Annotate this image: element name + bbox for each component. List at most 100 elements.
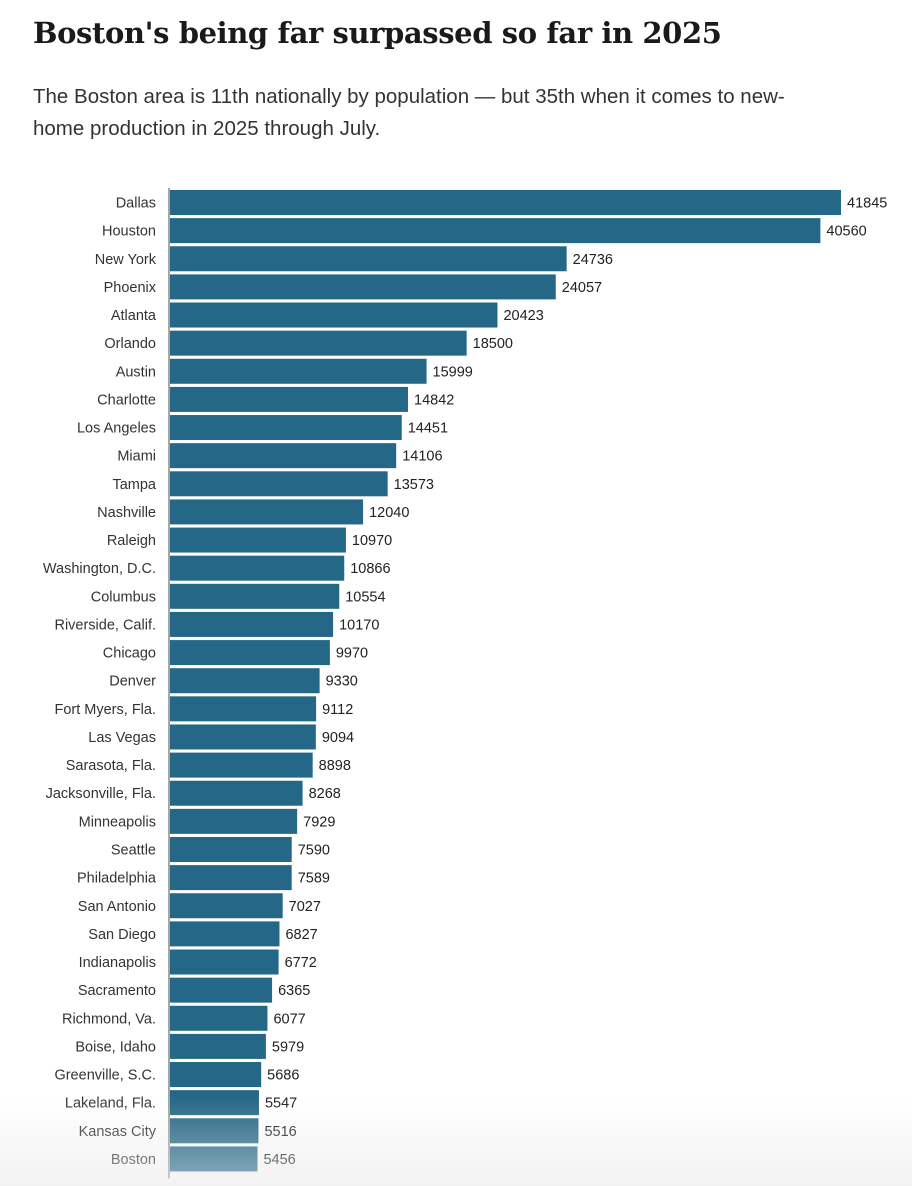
bar [170,808,298,834]
bar [170,640,330,666]
bar [170,330,467,356]
bar [170,696,317,722]
category-label: Columbus [91,589,156,605]
value-label: 14451 [408,421,448,437]
value-label: 6077 [273,1011,305,1027]
value-label: 41845 [847,196,887,212]
bar [170,218,821,244]
bar [170,1146,258,1172]
category-label: Riverside, Calif. [54,617,156,633]
category-label: Sarasota, Fla. [66,758,156,774]
bar [170,1033,266,1059]
category-label: Austin [116,364,156,380]
category-label: Lakeland, Fla. [65,1096,156,1112]
category-label: Denver [109,674,156,690]
value-label: 7590 [298,842,330,858]
bar [170,668,320,694]
category-label: New York [95,252,157,268]
value-label: 10554 [345,589,385,605]
bar [170,865,292,891]
value-label: 14106 [402,449,442,465]
bar [170,246,567,272]
value-label: 9112 [322,702,353,718]
bar [170,893,283,919]
bars-group [170,190,841,1172]
bar [170,1062,262,1088]
bar [170,302,498,328]
bar [170,836,292,862]
bar [170,471,388,497]
bar [170,724,316,750]
bar [170,1005,268,1031]
value-label: 5547 [265,1096,297,1112]
category-label: Chicago [103,646,156,662]
category-label: Houston [102,224,156,240]
category-labels: Dallas Houston New York Phoenix Atlanta Orlan… [43,196,157,1168]
bar [170,780,303,806]
value-label: 24736 [573,252,613,268]
category-label: Philadelphia [77,871,157,887]
category-label: Charlotte [97,392,156,408]
bar [170,949,279,975]
bar [170,527,346,553]
bar [170,977,273,1003]
category-label: Boston [111,1152,156,1168]
bar [170,443,397,469]
category-label: San Diego [88,927,156,943]
value-label: 6772 [285,955,317,971]
category-label: Sacramento [78,983,156,999]
value-label: 10170 [339,617,379,633]
value-label: 6827 [285,927,317,943]
value-label: 7027 [289,899,321,915]
value-label: 8898 [319,758,351,774]
category-label: Fort Myers, Fla. [54,702,156,718]
category-label: Richmond, Va. [62,1011,156,1027]
category-label: Minneapolis [79,814,156,830]
value-label: 14842 [414,392,454,408]
value-label: 18500 [473,336,513,352]
bar [170,386,408,412]
value-label: 24057 [562,280,602,296]
bar [170,555,345,581]
value-label: 5516 [264,1124,296,1140]
category-label: Tampa [112,477,156,493]
value-label: 9094 [322,730,354,746]
bar [170,752,313,778]
value-label: 7929 [303,814,335,830]
value-label: 5686 [267,1068,299,1084]
value-label: 5979 [272,1039,304,1055]
category-label: Phoenix [104,280,157,296]
value-label: 9970 [336,646,368,662]
value-label: 7589 [298,871,330,887]
chart-title: Boston's being far surpassed so far in 2… [33,16,722,50]
category-label: Boise, Idaho [75,1039,156,1055]
value-label: 6365 [278,983,310,999]
category-label: Los Angeles [77,421,156,437]
value-label: 20423 [503,308,543,324]
bar [170,921,280,947]
value-label: 9330 [326,674,358,690]
bar [170,499,364,525]
category-label: Orlando [104,336,156,352]
category-label: Nashville [97,505,156,521]
value-label: 12040 [369,505,409,521]
category-label: Las Vegas [88,730,156,746]
category-label: Indianapolis [79,955,156,971]
category-label: Miami [117,449,156,465]
value-label: 8268 [309,786,341,802]
bar [170,415,402,441]
value-label: 10866 [350,561,390,577]
bar [170,583,340,609]
value-label: 15999 [433,364,473,380]
category-label: Greenville, S.C. [54,1068,156,1084]
value-label: 13573 [394,477,434,493]
value-label: 10970 [352,533,392,549]
chart-subtitle: The Boston area is 11th nationally by po… [33,85,785,140]
category-label: Washington, D.C. [43,561,156,577]
value-label: 5456 [263,1152,295,1168]
value-label: 40560 [826,224,866,240]
category-label: Raleigh [107,533,156,549]
bar [170,1090,259,1116]
bar [170,190,841,215]
